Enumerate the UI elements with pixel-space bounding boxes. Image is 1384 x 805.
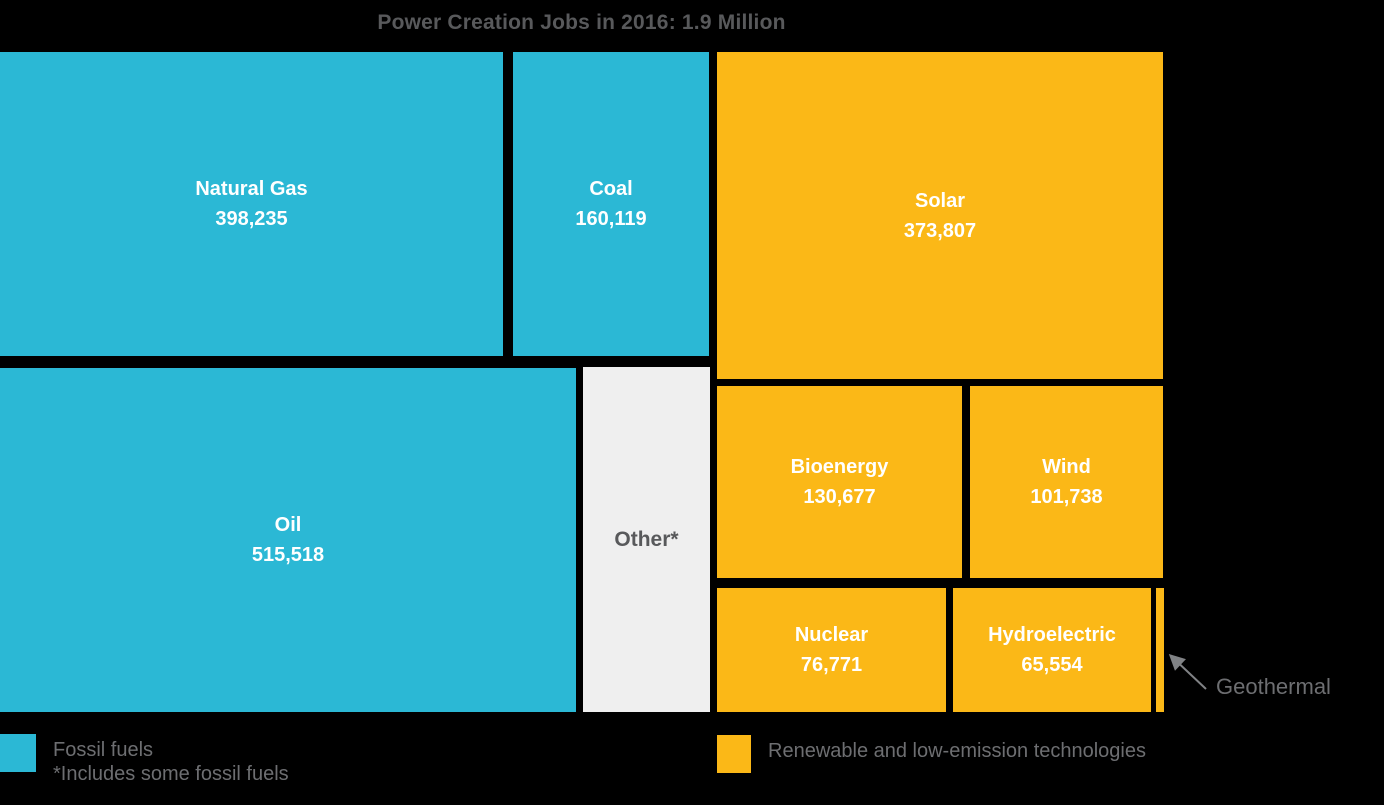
geothermal-annotation-label: Geothermal [1216,674,1331,699]
tile-label: Natural Gas [195,178,308,200]
fossil-fuels-legend-swatch [0,734,36,772]
treemap-tile-coal: Coal 160,119 [513,52,709,356]
tile-label: Bioenergy [790,456,889,478]
tile-value: 398,235 [215,208,288,230]
treemap-tile-hydroelectric: Hydroelectric 65,554 [953,588,1151,712]
treemap-tile-geothermal [1156,588,1164,712]
renewables-legend-swatch [717,735,751,773]
legend-renewables: Renewable and low-emission technologies [717,735,1146,773]
treemap-tile-solar: Solar 373,807 [717,52,1163,379]
tile-label: Oil [274,514,302,536]
tile-label: Other* [614,527,679,551]
tile-label: Hydroelectric [988,624,1116,646]
fossil-fuels-legend-label: Fossil fuels [53,739,154,761]
tile-value: 515,518 [251,544,325,566]
treemap-tile-nuclear: Nuclear 76,771 [717,588,946,712]
treemap-tile-other: Other* [583,367,710,712]
tile-label: Solar [914,189,966,212]
tile-label: Wind [1042,456,1091,478]
tile-value: 130,677 [803,486,876,508]
fossil-fuels-legend-footnote: *Includes some fossil fuels [53,763,289,785]
chart-title: Power Creation Jobs in 2016: 1.9 Million [377,11,786,34]
treemap-tile-bioenergy: Bioenergy 130,677 [717,386,962,578]
tile-label: Nuclear [794,624,869,646]
renewables-legend-label: Renewable and low-emission technologies [768,740,1146,762]
treemap-tile-wind: Wind 101,738 [970,386,1163,578]
tile-value: 373,807 [903,219,977,242]
tile-value: 76,771 [800,654,863,676]
tile-value: 65,554 [1021,654,1083,676]
tile-value: 101,738 [1030,486,1103,508]
tile-label: Coal [589,178,633,200]
legend-fossil-fuels: Fossil fuels *Includes some fossil fuels [0,734,289,786]
treemap-tile-oil: Oil 515,518 [0,368,576,712]
tile-value: 160,119 [575,208,647,230]
treemap-tile-natural-gas: Natural Gas 398,235 [0,52,503,356]
